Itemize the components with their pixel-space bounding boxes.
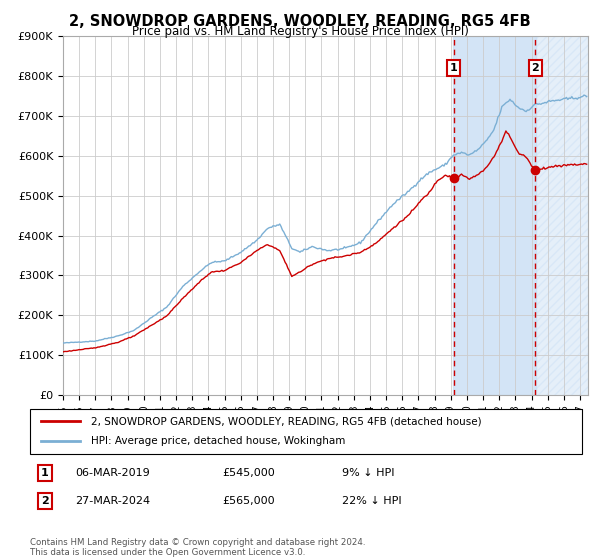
Text: 2: 2 — [41, 496, 49, 506]
Bar — [536, 36, 588, 395]
Text: 1: 1 — [41, 468, 49, 478]
Text: 27-MAR-2024: 27-MAR-2024 — [75, 496, 150, 506]
Text: 9% ↓ HPI: 9% ↓ HPI — [342, 468, 395, 478]
Text: 2: 2 — [532, 63, 539, 73]
Text: 1: 1 — [450, 63, 457, 73]
Text: HPI: Average price, detached house, Wokingham: HPI: Average price, detached house, Woki… — [91, 436, 345, 446]
Text: £545,000: £545,000 — [222, 468, 275, 478]
Text: 06-MAR-2019: 06-MAR-2019 — [75, 468, 150, 478]
Text: 22% ↓ HPI: 22% ↓ HPI — [342, 496, 401, 506]
Text: £565,000: £565,000 — [222, 496, 275, 506]
Text: 2, SNOWDROP GARDENS, WOODLEY, READING, RG5 4FB: 2, SNOWDROP GARDENS, WOODLEY, READING, R… — [69, 14, 531, 29]
Text: Price paid vs. HM Land Registry's House Price Index (HPI): Price paid vs. HM Land Registry's House … — [131, 25, 469, 38]
Text: Contains HM Land Registry data © Crown copyright and database right 2024.
This d: Contains HM Land Registry data © Crown c… — [30, 538, 365, 557]
Text: 2, SNOWDROP GARDENS, WOODLEY, READING, RG5 4FB (detached house): 2, SNOWDROP GARDENS, WOODLEY, READING, R… — [91, 416, 481, 426]
FancyBboxPatch shape — [30, 409, 582, 454]
Bar — [454, 36, 536, 395]
